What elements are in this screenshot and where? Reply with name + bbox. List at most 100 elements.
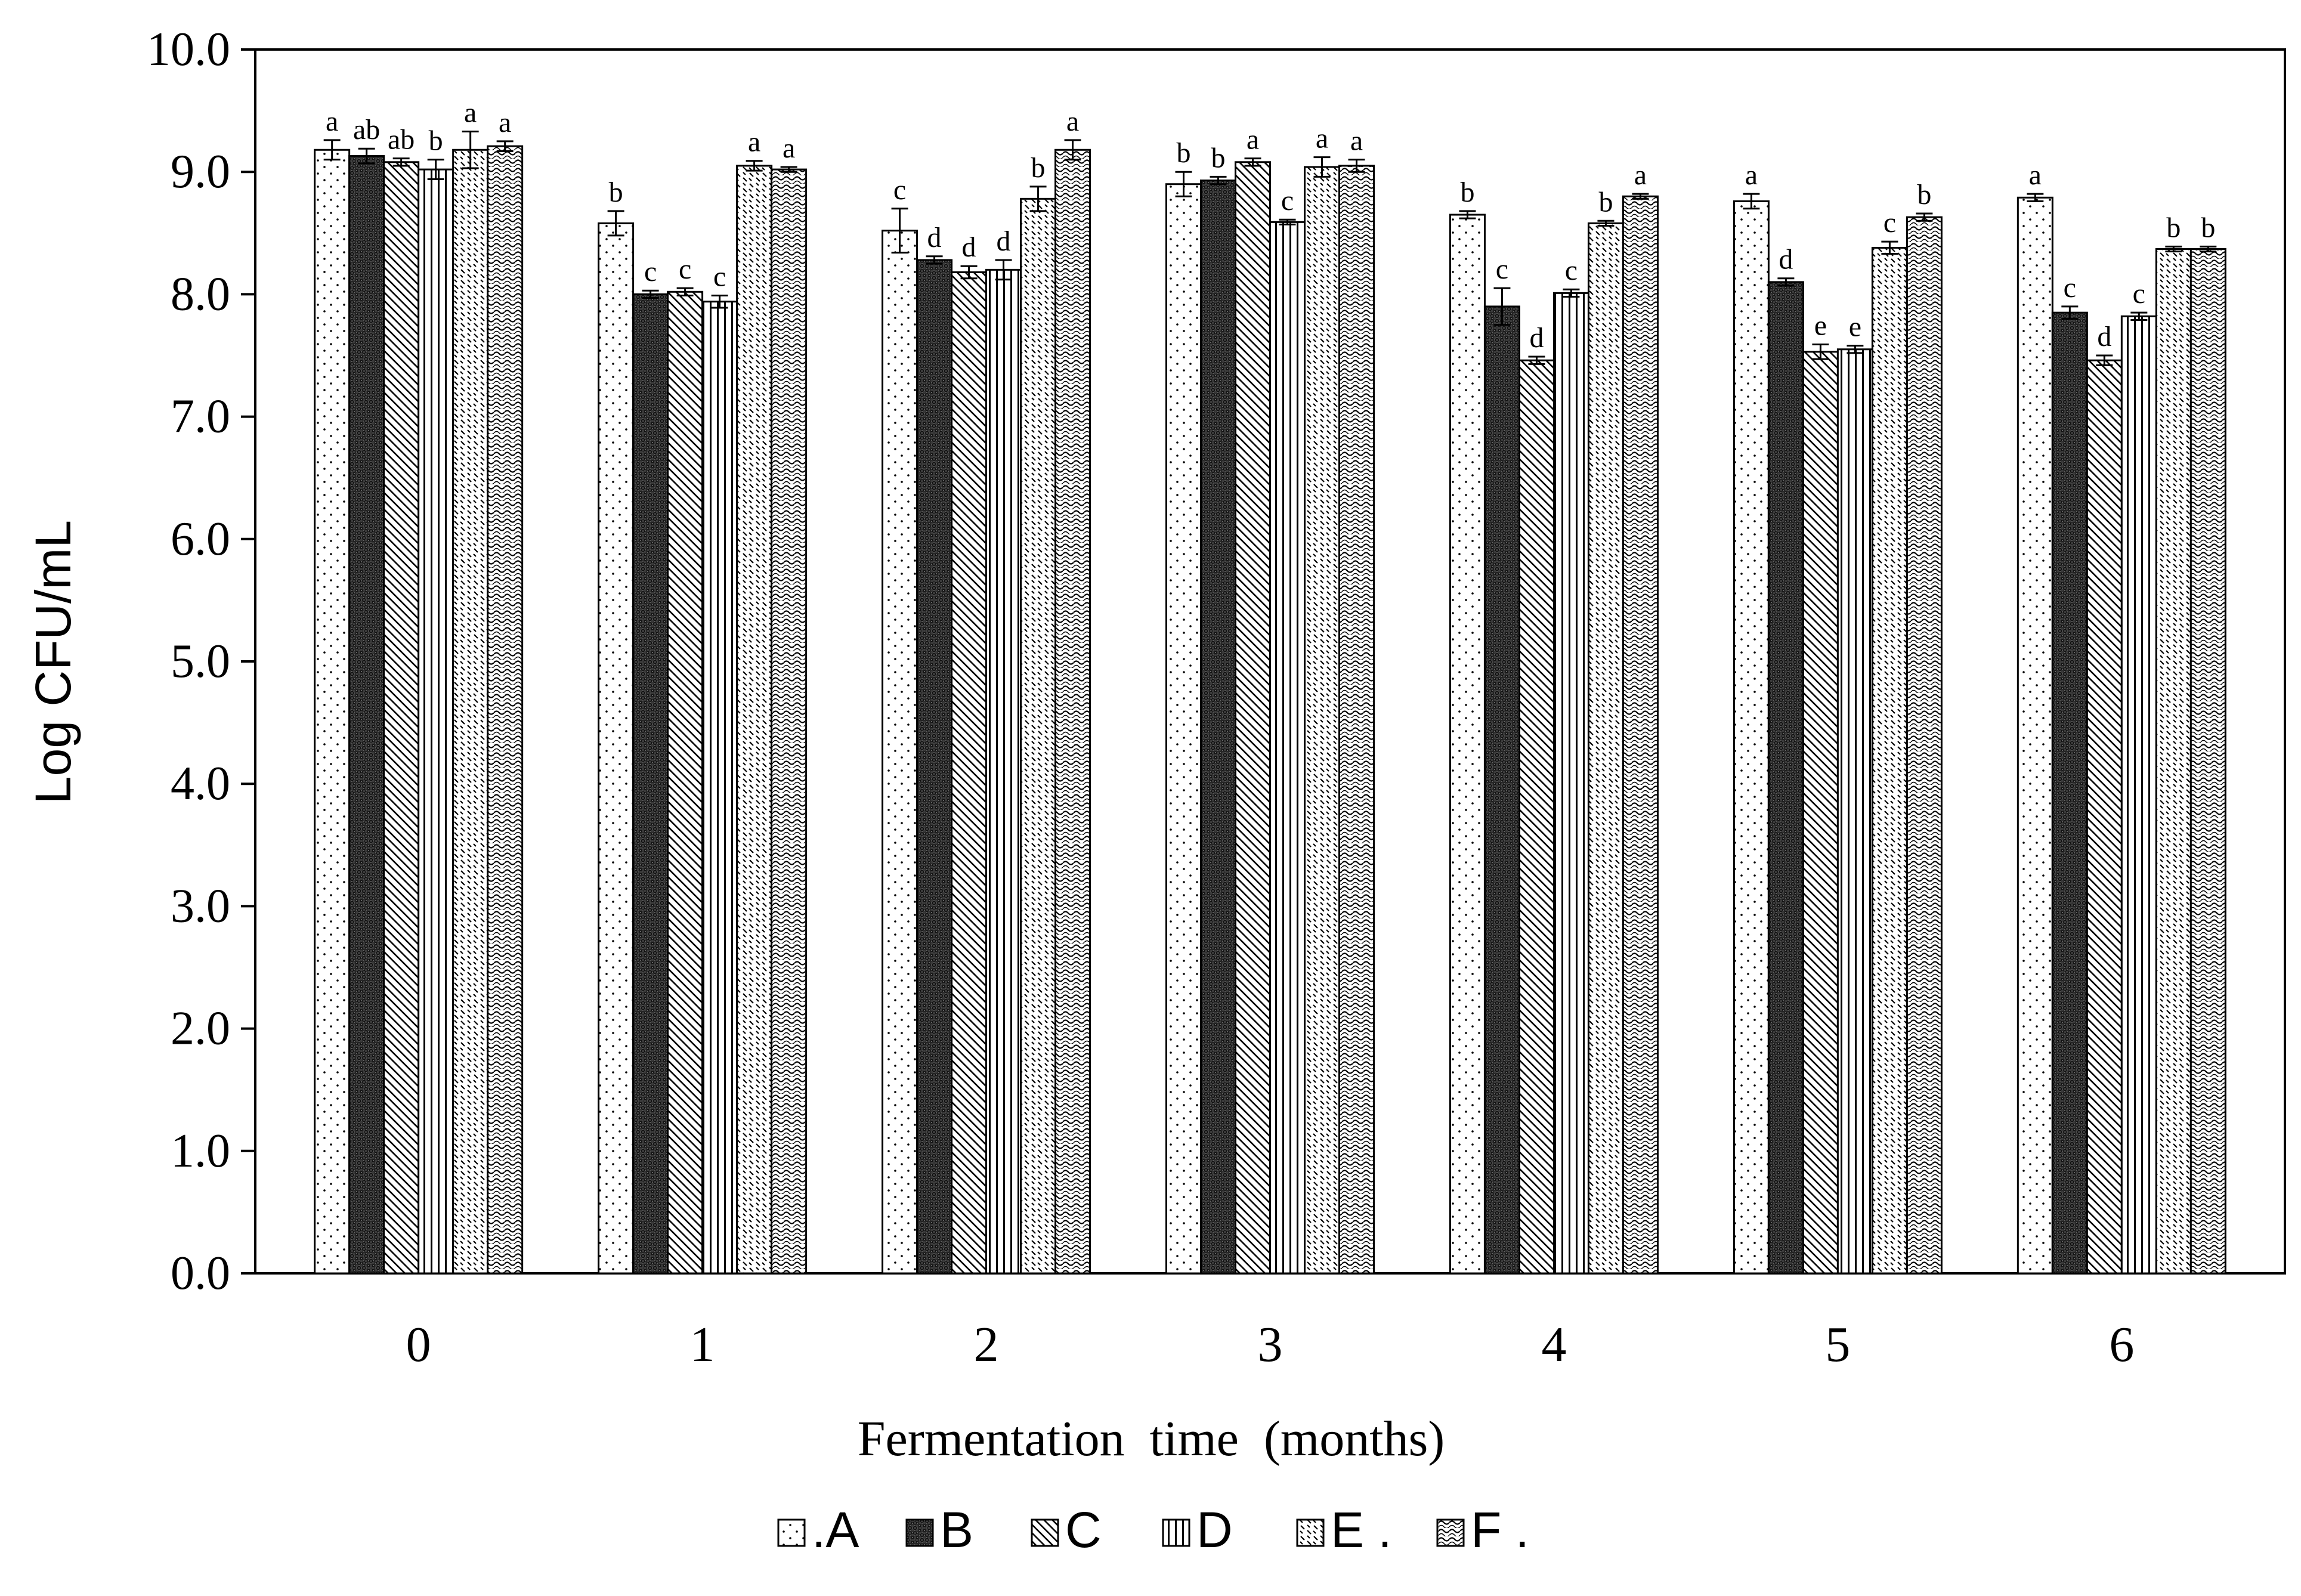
significance-letter: a xyxy=(1066,106,1079,137)
bar-series-b xyxy=(1767,281,1804,1275)
bar-series-a xyxy=(598,222,635,1275)
significance-letter: d xyxy=(1779,244,1793,276)
bar-series-c xyxy=(1235,161,1271,1275)
significance-letter: a xyxy=(1316,123,1328,154)
significance-letter: e xyxy=(1849,311,1861,343)
y-tick-label: 2.0 xyxy=(171,1003,230,1055)
bar-series-e xyxy=(1587,222,1624,1275)
bar-series-f xyxy=(1338,165,1375,1275)
bar-series-c xyxy=(2086,359,2123,1275)
bar-series-f xyxy=(2189,248,2226,1275)
bar-series-f xyxy=(1622,195,1659,1275)
x-tick-label: 0 xyxy=(406,1317,431,1372)
legend-label-b: B xyxy=(940,1502,973,1558)
bar-series-d xyxy=(2120,315,2157,1275)
y-tick-label: 6.0 xyxy=(171,513,230,565)
significance-letter: c xyxy=(1281,185,1294,216)
bar-series-c xyxy=(951,271,988,1275)
bar-series-e xyxy=(2155,248,2192,1275)
y-tick-label: 8.0 xyxy=(171,268,230,320)
significance-letter: c xyxy=(893,174,906,206)
bar-series-a xyxy=(1733,200,1770,1275)
x-axis-title: Fermentation time (months) xyxy=(858,1411,1445,1467)
x-tick-label: 3 xyxy=(1258,1317,1283,1372)
error-bar-group xyxy=(323,130,2217,366)
bar-series-d xyxy=(1552,292,1589,1275)
legend-label-f: F . xyxy=(1471,1502,1529,1558)
bar-series-f xyxy=(1906,216,1943,1275)
bar-series-e xyxy=(452,149,489,1275)
significance-letter: c xyxy=(2064,272,2076,304)
bar-series-d xyxy=(985,268,1022,1275)
bar-series-f xyxy=(487,145,524,1275)
bar-series-a xyxy=(1165,183,1202,1275)
bar-series-d xyxy=(417,168,454,1275)
significance-letter: b xyxy=(2166,212,2181,243)
bar-series-group xyxy=(314,145,2226,1275)
bar-series-e xyxy=(1304,166,1340,1275)
significance-letter: d xyxy=(997,225,1011,257)
significance-letter: b xyxy=(1460,177,1474,208)
legend-label-a: .A xyxy=(812,1502,859,1558)
significance-letter: a xyxy=(1634,159,1647,191)
legend-swatch-a xyxy=(777,1518,806,1547)
bar-series-f xyxy=(1054,149,1091,1275)
x-axis: 0 1 2 3 4 5 6 xyxy=(406,1317,2135,1372)
significance-letter: c xyxy=(644,256,657,287)
bar-series-a xyxy=(314,149,351,1275)
y-tick-label: 10.0 xyxy=(147,23,230,76)
bar-series-d xyxy=(701,301,738,1275)
legend-label-c: C xyxy=(1065,1502,1102,1558)
legend-label-e: E . xyxy=(1331,1502,1392,1558)
significance-letter: e xyxy=(1814,310,1827,342)
significance-letter: a xyxy=(748,126,760,158)
x-tick-label: 1 xyxy=(690,1317,715,1372)
significance-letter: a xyxy=(499,107,511,138)
significance-letter: c xyxy=(1884,207,1896,239)
bar-series-b xyxy=(2051,311,2088,1275)
bar-series-c xyxy=(383,161,420,1275)
y-axis-title: Log CFU/mL xyxy=(25,520,81,804)
y-tick-label: 9.0 xyxy=(171,146,230,198)
significance-letter: d xyxy=(2097,321,2111,352)
significance-letter: c xyxy=(1496,253,1508,285)
significance-letter: b xyxy=(2201,212,2215,243)
significance-letter: a xyxy=(1247,124,1259,156)
significance-letter: c xyxy=(713,261,726,292)
significance-letter: a xyxy=(464,97,477,128)
y-tick-label: 0.0 xyxy=(171,1247,230,1300)
significance-letter: c xyxy=(679,253,691,285)
bar-series-f xyxy=(771,168,808,1275)
significance-letter: ab xyxy=(388,124,415,156)
y-tick-label: 7.0 xyxy=(171,391,230,443)
significance-letter: d xyxy=(1529,322,1544,354)
bar-series-b xyxy=(632,293,669,1275)
y-tick-label: 1.0 xyxy=(171,1125,230,1177)
significance-letter: ab xyxy=(353,114,380,146)
bar-series-b xyxy=(1483,305,1520,1275)
bar-series-a xyxy=(1449,214,1486,1275)
significance-letter: b xyxy=(429,125,443,157)
x-tick-label: 5 xyxy=(1825,1317,1850,1372)
legend: .A B C D E . F . xyxy=(777,1502,1529,1558)
bar-series-d xyxy=(1269,221,1306,1275)
y-tick-label: 4.0 xyxy=(171,757,230,810)
significance-letter: a xyxy=(1745,159,1758,191)
significance-letter: d xyxy=(927,222,942,253)
bar-series-b xyxy=(916,259,953,1275)
bar-series-a xyxy=(2017,196,2053,1275)
significance-letter: c xyxy=(2133,278,2145,310)
legend-swatch-f xyxy=(1436,1518,1465,1547)
bar-series-b xyxy=(348,155,385,1275)
significance-letter: a xyxy=(783,132,795,164)
x-tick-label: 2 xyxy=(974,1317,999,1372)
significance-letter: b xyxy=(1031,152,1046,184)
x-tick-label: 6 xyxy=(2109,1317,2134,1372)
significance-letter: a xyxy=(1350,125,1363,157)
bar-series-b xyxy=(1200,180,1236,1275)
significance-letter: b xyxy=(609,177,623,208)
significance-letter: d xyxy=(962,231,976,263)
